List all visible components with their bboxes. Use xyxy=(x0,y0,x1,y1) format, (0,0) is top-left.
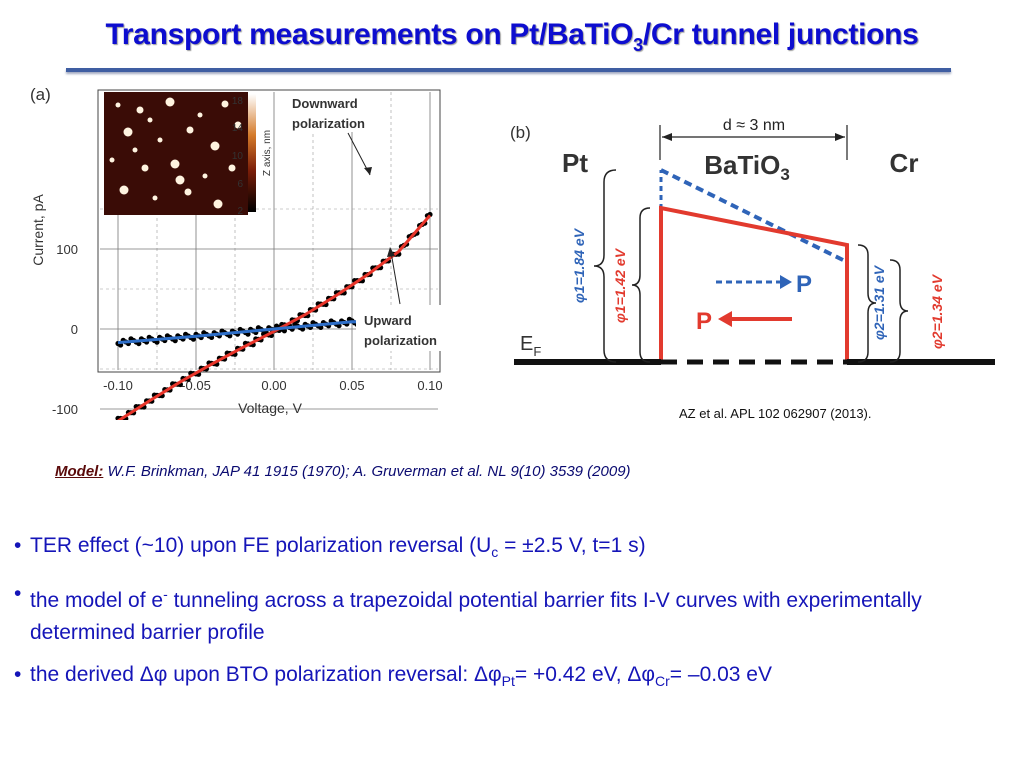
bullet-list: • TER effect (~10) upon FE polarization r… xyxy=(12,530,1012,707)
x-tick-label: 0.00 xyxy=(261,378,286,393)
afm-grain xyxy=(228,164,236,172)
brace-phi1-blue xyxy=(593,169,617,363)
afm-grain xyxy=(123,127,133,137)
afm-grain xyxy=(132,147,138,153)
x-tick-label: 0.05 xyxy=(339,378,364,393)
afm-grain xyxy=(175,175,185,185)
afm-grain xyxy=(184,188,192,196)
p-label-blue: P xyxy=(796,271,812,298)
afm-grain xyxy=(115,102,121,108)
y-tick-label: -100 xyxy=(52,402,78,417)
barrier-down xyxy=(659,205,849,362)
afm-grain xyxy=(210,141,220,151)
afm-inset-image xyxy=(104,92,248,215)
phi1-red-label: φ1=1.42 eV xyxy=(612,247,628,323)
brace-phi2-blue xyxy=(857,244,877,363)
citation: AZ et al. APL 102 062907 (2013). xyxy=(679,406,872,421)
afm-grain xyxy=(109,157,115,163)
afm-grain xyxy=(141,164,149,172)
afm-grain xyxy=(157,137,163,143)
afm-grain xyxy=(197,112,203,118)
barrier-up-top xyxy=(660,168,848,264)
x-tick-label: -0.10 xyxy=(103,378,133,393)
phi1-blue-label: φ1=1.84 eV xyxy=(571,227,587,303)
colorbar xyxy=(248,94,256,212)
y-axis-label: Current, pA xyxy=(30,194,46,266)
model-label: Model: xyxy=(55,463,104,480)
cr-label: Cr xyxy=(890,148,919,178)
pt-label: Pt xyxy=(562,148,588,178)
thickness-label: d ≈ 3 nm xyxy=(723,117,785,134)
colorbar-tick: 10 xyxy=(232,151,244,162)
panel-label-a: (a) xyxy=(30,85,51,104)
brace-phi2-red xyxy=(889,259,909,363)
title-underline xyxy=(66,68,951,72)
colorbar-tick: 14 xyxy=(232,123,244,134)
annotation-upward: Upward xyxy=(364,313,412,328)
phi2-red-label: φ2=1.34 eV xyxy=(929,273,945,349)
bullet-item: • the derived Δφ upon BTO polarization re… xyxy=(14,663,772,690)
grid-lines xyxy=(100,92,438,410)
model-text: W.F. Brinkman, JAP 41 1915 (1970); A. Gr… xyxy=(103,463,631,480)
afm-grain xyxy=(213,199,223,209)
y-tick-label: 100 xyxy=(56,242,78,257)
annotation-downward: Downward xyxy=(292,96,358,111)
annotation-upward: polarization xyxy=(364,333,437,348)
colorbar-label: Z axis, nm xyxy=(262,130,273,176)
afm-grain xyxy=(147,117,153,123)
model-reference: Model: W.F. Brinkman, JAP 41 1915 (1970)… xyxy=(55,462,745,481)
panel-label-b: (b) xyxy=(510,123,531,142)
annotation-downward: polarization xyxy=(292,116,365,131)
x-axis-label: Voltage, V xyxy=(238,400,302,416)
colorbar-tick: 18 xyxy=(232,96,244,107)
fermi-label: EF xyxy=(520,333,541,359)
brace-phi1-red xyxy=(631,207,651,363)
afm-grain xyxy=(186,126,194,134)
afm-grain xyxy=(136,106,144,114)
series-line xyxy=(117,214,432,420)
x-tick-label: 0.10 xyxy=(417,378,442,393)
y-tick-label: 0 xyxy=(71,322,78,337)
afm-grain xyxy=(221,100,229,108)
afm-grain xyxy=(165,97,175,107)
figure-b-barrier-diagram: (b) d ≈ 3 nm Pt BaTiO3 Cr EF φ1=1.84 eV … xyxy=(510,117,995,365)
bullet-item: • the model of e- tunneling across a trap… xyxy=(14,582,922,645)
afm-grain xyxy=(119,185,129,195)
bullet-item: • TER effect (~10) upon FE polarization r… xyxy=(14,534,646,561)
afm-grain xyxy=(152,195,158,201)
slide-title: Transport measurements on Pt/BaTiO3/Cr t… xyxy=(105,18,919,55)
colorbar-tick: 6 xyxy=(237,179,243,190)
colorbar-tick: 2 xyxy=(237,206,243,217)
plot-frame xyxy=(97,89,441,373)
bto-label: BaTiO3 xyxy=(704,150,790,184)
arrow-upward xyxy=(390,251,401,305)
phi2-blue-label: φ2=1.31 eV xyxy=(871,264,887,340)
p-label-red: P xyxy=(696,308,712,335)
afm-grain xyxy=(202,173,208,179)
afm-grain xyxy=(170,159,180,169)
afm-grain xyxy=(234,121,242,129)
